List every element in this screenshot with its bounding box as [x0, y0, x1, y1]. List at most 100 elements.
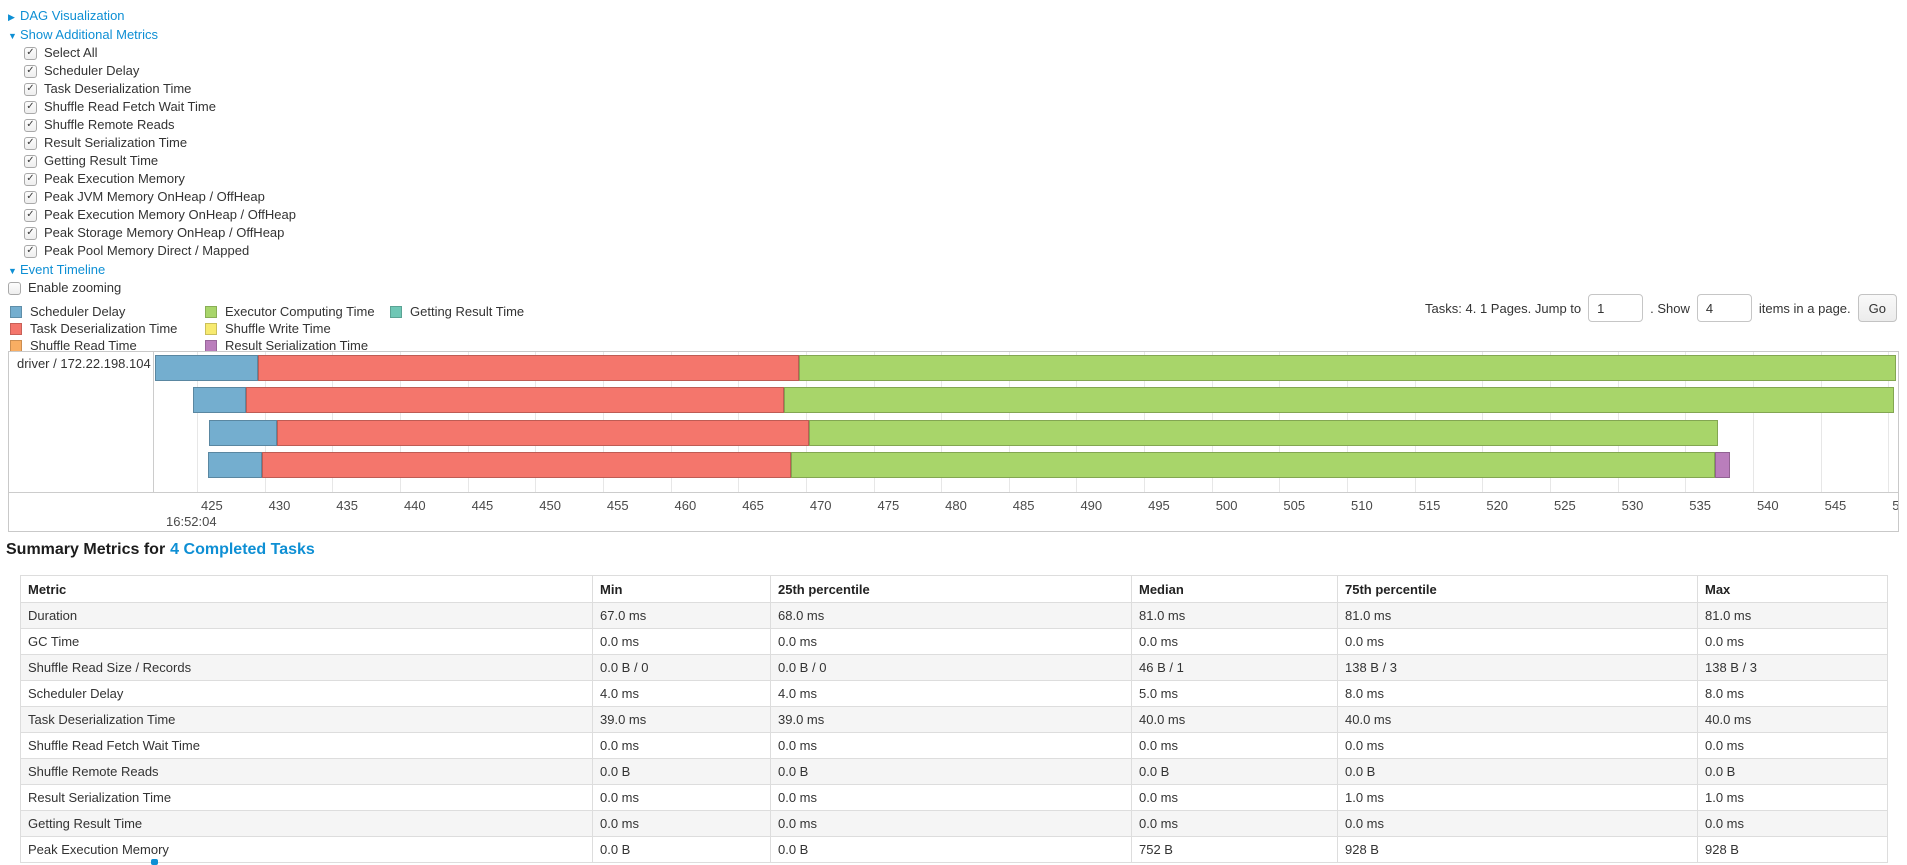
- task-segment-task-deserialization[interactable]: [245, 387, 785, 413]
- result-serialization-swatch-icon: [205, 339, 217, 352]
- checkbox-checked-icon[interactable]: ✓: [24, 208, 37, 222]
- axis-tick-label: 495: [1148, 498, 1170, 513]
- table-cell: Shuffle Read Size / Records: [20, 654, 593, 681]
- table-cell: 0.0 ms: [770, 732, 1132, 759]
- enable-zooming-checkbox[interactable]: Enable zooming: [8, 279, 296, 297]
- metric-checkbox-item[interactable]: ✓ Shuffle Remote Reads: [8, 116, 296, 134]
- metric-checkbox-item[interactable]: ✓ Getting Result Time: [8, 152, 296, 170]
- legend-item: Task Deserialization Time: [10, 320, 177, 337]
- metric-checkbox-item[interactable]: ✓ Peak JVM Memory OnHeap / OffHeap: [8, 188, 296, 206]
- axis-tick-label: 510: [1351, 498, 1373, 513]
- show-additional-metrics-toggle[interactable]: ▼ Show Additional Metrics: [8, 25, 296, 44]
- summary-title-prefix: Summary Metrics for: [6, 541, 166, 558]
- completed-tasks-link[interactable]: 4 Completed Tasks: [170, 541, 315, 558]
- checkbox-unchecked-icon[interactable]: [8, 281, 21, 295]
- task-segment-scheduler-delay[interactable]: [192, 387, 246, 413]
- table-header-cell: Min: [592, 575, 771, 603]
- legend-item: Shuffle Write Time: [205, 320, 375, 337]
- task-segment-scheduler-delay[interactable]: [207, 452, 262, 478]
- checkbox-checked-icon[interactable]: ✓: [24, 136, 37, 150]
- task-segment-executor-computing[interactable]: [784, 387, 1894, 413]
- checkbox-checked-icon[interactable]: ✓: [24, 244, 37, 258]
- task-segment-scheduler-delay[interactable]: [155, 355, 258, 381]
- dag-visualization-toggle[interactable]: ▶ DAG Visualization: [8, 6, 296, 25]
- legend-label: Getting Result Time: [410, 304, 525, 319]
- table-cell: 0.0 ms: [1131, 810, 1338, 837]
- shuffle-write-swatch-icon: [205, 322, 217, 335]
- metric-checkbox-item[interactable]: ✓ Peak Storage Memory OnHeap / OffHeap: [8, 224, 296, 242]
- additional-metrics-checkbox-list: ✓ Select All ✓ Scheduler Delay ✓ Task Deseria…: [8, 44, 296, 260]
- table-cell: 0.0 B: [592, 836, 771, 863]
- checkbox-checked-icon[interactable]: ✓: [24, 118, 37, 132]
- table-cell: 40.0 ms: [1337, 706, 1698, 733]
- timeline-group-separator: [153, 352, 154, 492]
- table-cell: 0.0 ms: [592, 784, 771, 811]
- event-timeline-toggle[interactable]: ▼ Event Timeline: [8, 260, 296, 279]
- legend-label: Shuffle Write Time: [225, 321, 331, 336]
- metric-checkbox-item[interactable]: ✓ Peak Execution Memory: [8, 170, 296, 188]
- checkbox-checked-icon[interactable]: ✓: [24, 64, 37, 78]
- chevron-down-icon: ▼: [8, 266, 17, 276]
- enable-zooming-label: Enable zooming: [28, 280, 122, 295]
- table-cell: 8.0 ms: [1697, 680, 1888, 707]
- getting-result-swatch-icon: [390, 305, 402, 318]
- axis-tick-label: 515: [1418, 498, 1441, 513]
- scheduler-delay-swatch-icon: [10, 305, 22, 318]
- axis-tick-label: 550: [1892, 498, 1899, 513]
- task-segment-executor-computing[interactable]: [808, 420, 1718, 446]
- table-cell: 0.0 ms: [1337, 732, 1698, 759]
- checkbox-checked-icon[interactable]: ✓: [24, 100, 37, 114]
- task-segment-task-deserialization[interactable]: [276, 420, 809, 446]
- legend-label: Scheduler Delay: [30, 304, 126, 319]
- metric-checkbox-label: Task Deserialization Time: [44, 81, 192, 96]
- metric-checkbox-item[interactable]: ✓ Result Serialization Time: [8, 134, 296, 152]
- metric-checkbox-label: Scheduler Delay: [44, 63, 140, 78]
- metric-checkbox-item[interactable]: ✓ Peak Execution Memory OnHeap / OffHeap: [8, 206, 296, 224]
- go-button[interactable]: Go: [1857, 294, 1897, 322]
- metric-checkbox-item[interactable]: ✓ Peak Pool Memory Direct / Mapped: [8, 242, 296, 260]
- table-cell: 0.0 ms: [1337, 810, 1698, 837]
- metric-checkbox-item[interactable]: ✓ Scheduler Delay: [8, 62, 296, 80]
- table-cell: 40.0 ms: [1131, 706, 1338, 733]
- table-cell: 0.0 ms: [1131, 784, 1338, 811]
- metric-checkbox-item[interactable]: ✓ Select All: [8, 44, 296, 62]
- tasks-pages-text: Tasks: 4. 1 Pages. Jump to: [1425, 300, 1582, 316]
- checkbox-checked-icon[interactable]: ✓: [24, 190, 37, 204]
- table-cell: Shuffle Read Fetch Wait Time: [20, 732, 593, 759]
- check-mark: ✓: [26, 209, 35, 220]
- stage-page-controls: ▶ DAG Visualization ▼ Show Additional Metr…: [8, 6, 296, 297]
- check-mark: ✓: [26, 191, 35, 202]
- dag-visualization-label: DAG Visualization: [20, 8, 125, 23]
- metric-checkbox-label: Peak JVM Memory OnHeap / OffHeap: [44, 189, 265, 204]
- event-timeline-chart[interactable]: driver / 172.22.198.104 425 430 435 440 445 4…: [8, 351, 1899, 532]
- task-segment-task-deserialization[interactable]: [261, 452, 791, 478]
- task-segment-scheduler-delay[interactable]: [209, 420, 277, 446]
- task-segment-executor-computing[interactable]: [799, 355, 1897, 381]
- legend-item: Executor Computing Time: [205, 303, 375, 320]
- metric-checkbox-label: Shuffle Read Fetch Wait Time: [44, 99, 216, 114]
- metric-checkbox-label: Peak Execution Memory: [44, 171, 185, 186]
- metric-checkbox-item[interactable]: ✓ Shuffle Read Fetch Wait Time: [8, 98, 296, 116]
- table-cell: 0.0 ms: [1131, 732, 1338, 759]
- checkbox-checked-icon[interactable]: ✓: [24, 154, 37, 168]
- grid-line: [1820, 352, 1822, 492]
- axis-tick-label: 430: [268, 498, 291, 513]
- shuffle-read-swatch-icon: [10, 339, 22, 352]
- table-cell: 0.0 ms: [770, 810, 1132, 837]
- table-cell: 0.0 B: [770, 836, 1132, 863]
- check-mark: ✓: [26, 101, 35, 112]
- items-per-page-input[interactable]: [1696, 294, 1752, 322]
- jump-to-page-input[interactable]: [1588, 294, 1644, 322]
- checkbox-checked-icon[interactable]: ✓: [24, 82, 37, 96]
- task-segment-result-serialization[interactable]: [1715, 452, 1730, 478]
- table-cell: 46 B / 1: [1131, 654, 1338, 681]
- checkbox-checked-icon[interactable]: ✓: [24, 46, 37, 60]
- table-cell: Scheduler Delay: [20, 680, 593, 707]
- task-segment-executor-computing[interactable]: [790, 452, 1716, 478]
- metric-checkbox-item[interactable]: ✓ Task Deserialization Time: [8, 80, 296, 98]
- event-timeline-label: Event Timeline: [20, 262, 106, 277]
- checkbox-checked-icon[interactable]: ✓: [24, 172, 37, 186]
- table-row: GC Time 0.0 ms 0.0 ms 0.0 ms 0.0 ms 0.0 ms: [20, 628, 1888, 655]
- task-segment-task-deserialization[interactable]: [257, 355, 800, 381]
- checkbox-checked-icon[interactable]: ✓: [24, 226, 37, 240]
